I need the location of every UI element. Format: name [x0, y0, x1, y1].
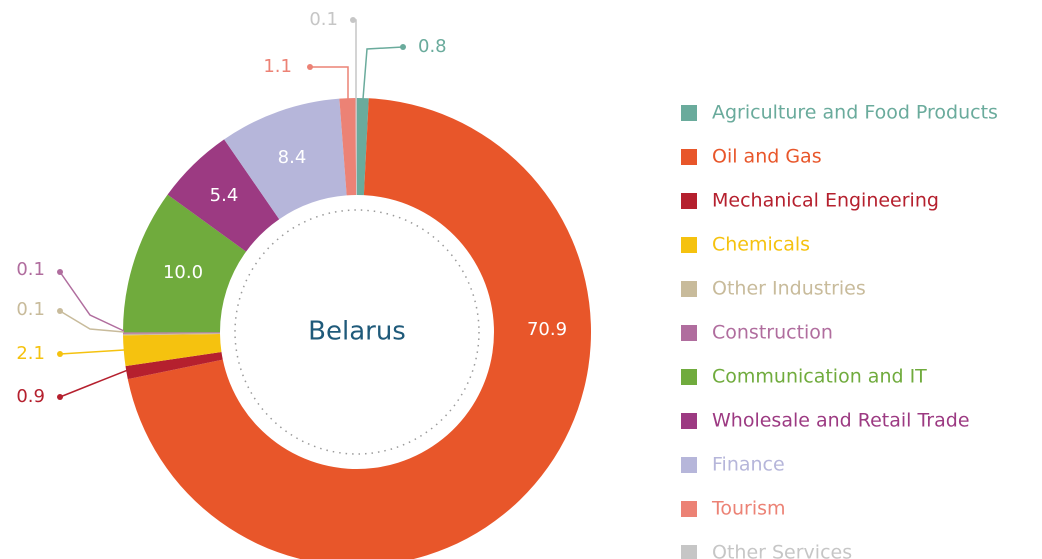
leader-dot — [400, 44, 406, 50]
legend-swatch — [681, 501, 697, 517]
donut-slice — [224, 98, 347, 220]
legend-label: Wholesale and Retail Trade — [712, 410, 970, 432]
legend-swatch — [681, 105, 697, 121]
value-label: 8.4 — [278, 147, 307, 168]
donut-slice — [127, 98, 591, 559]
leader-line — [59, 310, 125, 333]
legend-label: Chemicals — [712, 234, 810, 256]
donut-slice — [339, 98, 357, 196]
value-label: 5.4 — [210, 185, 239, 206]
inner-dotted-ring — [234, 209, 480, 455]
legend-label: Agriculture and Food Products — [712, 102, 998, 124]
leader-dot — [57, 269, 63, 275]
value-label: 0.9 — [16, 386, 45, 407]
legend-swatch — [681, 149, 697, 165]
legend-swatch — [681, 237, 697, 253]
donut-slice — [355, 98, 357, 196]
legend-label: Other Industries — [712, 278, 866, 300]
legend-swatch — [681, 457, 697, 473]
center-label: Belarus — [308, 317, 406, 347]
value-label: 1.1 — [263, 56, 292, 77]
value-label: 70.9 — [527, 319, 567, 340]
leader-dot — [307, 64, 313, 70]
leader-line — [59, 349, 125, 355]
legend-label: Communication and IT — [712, 366, 927, 388]
legend-label: Other Services — [712, 542, 852, 559]
donut-slice — [123, 333, 222, 367]
leader-dot — [57, 394, 63, 400]
leader-line — [59, 369, 129, 398]
leader-line — [362, 46, 404, 100]
legend-swatch — [681, 193, 697, 209]
value-label: 0.8 — [418, 36, 447, 57]
leader-line — [59, 271, 125, 332]
legend-swatch — [681, 325, 697, 341]
legend-label: Oil and Gas — [712, 146, 822, 168]
legend-swatch — [681, 369, 697, 385]
value-label: 10.0 — [163, 262, 203, 283]
donut-slice — [357, 98, 369, 196]
leader-dot — [57, 308, 63, 314]
legend-swatch — [681, 281, 697, 297]
legend-label: Finance — [712, 454, 785, 476]
leader-dot — [57, 351, 63, 357]
legend-swatch — [681, 545, 697, 559]
leader-line — [310, 66, 349, 99]
leader-dot — [350, 17, 356, 23]
legend-label: Construction — [712, 322, 833, 344]
donut-slice — [123, 194, 247, 333]
leader-line — [353, 19, 357, 99]
legend-label: Tourism — [711, 498, 786, 520]
donut-slice — [123, 333, 221, 336]
donut-slice — [123, 332, 221, 334]
legend-label: Mechanical Engineering — [712, 190, 939, 212]
legend-swatch — [681, 413, 697, 429]
value-label: 0.1 — [16, 259, 45, 280]
donut-slice — [125, 351, 223, 380]
value-label: 0.1 — [309, 9, 338, 30]
value-label: 0.1 — [16, 299, 45, 320]
donut-slice — [167, 139, 280, 252]
value-label: 2.1 — [16, 343, 45, 364]
